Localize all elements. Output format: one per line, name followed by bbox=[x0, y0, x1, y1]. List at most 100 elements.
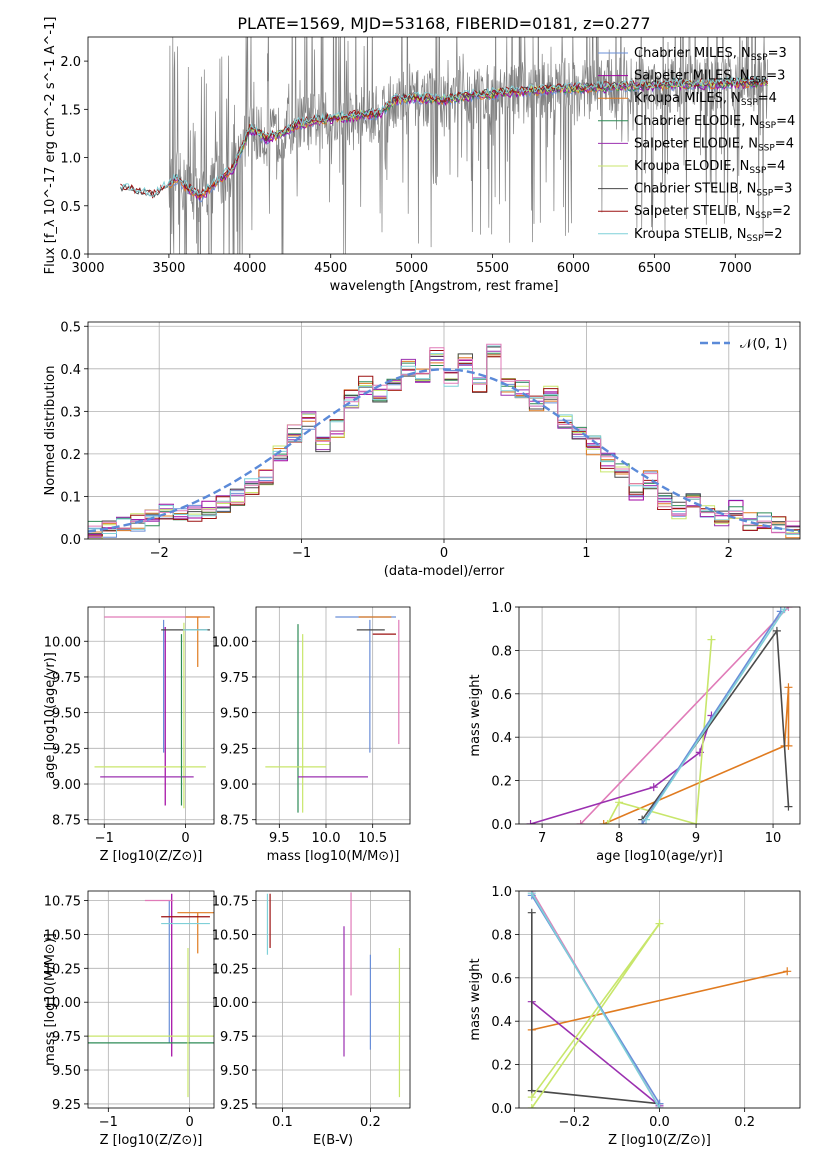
x-tick-label: 3000 bbox=[71, 261, 104, 276]
x-tick-label: 10.5 bbox=[358, 831, 387, 846]
legend-label: Chabrier MILES, NSSP=3 bbox=[634, 46, 787, 63]
weight-line bbox=[641, 610, 782, 824]
x-tick-label: 7000 bbox=[719, 261, 752, 276]
x-tick-label: −1 bbox=[99, 1115, 118, 1130]
plot-area bbox=[119, 37, 769, 254]
weight-marker bbox=[784, 683, 793, 692]
axes-frame bbox=[87, 606, 215, 825]
y-axis-label: mass [log10(M/M⊙)] bbox=[43, 933, 58, 1066]
y-tick-label: 0.0 bbox=[491, 1102, 512, 1117]
x-tick-label: −1 bbox=[95, 831, 114, 846]
y-tick-label: 9.75 bbox=[220, 1030, 249, 1045]
y-tick-label: 0.8 bbox=[491, 928, 512, 943]
y-tick-label: 9.50 bbox=[220, 1064, 249, 1079]
legend-label: Chabrier ELODIE, NSSP=4 bbox=[634, 114, 795, 131]
x-tick-label: 8 bbox=[615, 831, 623, 846]
y-tick-label: 10.50 bbox=[44, 928, 81, 943]
x-tick-label: 4500 bbox=[314, 261, 347, 276]
axes-frame bbox=[255, 890, 411, 1109]
weight-marker bbox=[772, 626, 781, 635]
x-tick-label: 2 bbox=[725, 546, 733, 561]
legend-label: 𝒩(0, 1) bbox=[740, 337, 787, 352]
y-tick-label: 10.25 bbox=[44, 962, 81, 977]
x-axis-label: Z [log10(Z/Z⊙)] bbox=[100, 1133, 203, 1148]
x-tick-label: 10.0 bbox=[312, 831, 341, 846]
y-tick-label: 0.4 bbox=[60, 363, 81, 378]
x-tick-label: 6000 bbox=[557, 261, 590, 276]
axes-frame bbox=[87, 890, 215, 1109]
axes-frame bbox=[518, 606, 801, 825]
x-tick-label: 4000 bbox=[233, 261, 266, 276]
weight-marker bbox=[780, 607, 789, 614]
weight-marker bbox=[707, 635, 716, 644]
y-tick-label: 10.00 bbox=[212, 635, 249, 650]
weight-line bbox=[530, 715, 713, 824]
weight-marker bbox=[526, 820, 535, 824]
weight-line bbox=[531, 970, 788, 1031]
y-tick-label: 0.1 bbox=[60, 490, 81, 505]
plot-area bbox=[88, 343, 800, 539]
legend-label: Kroupa ELODIE, NSSP=4 bbox=[634, 159, 785, 176]
y-axis-label: Normed distribution bbox=[43, 366, 58, 496]
y-tick-label: 0.6 bbox=[491, 972, 512, 987]
weight-marker bbox=[692, 820, 701, 824]
weight-marker bbox=[642, 815, 651, 824]
y-tick-label: 0.4 bbox=[491, 1015, 512, 1030]
residual-legend: 𝒩(0, 1) bbox=[700, 337, 787, 352]
weight-marker bbox=[783, 967, 792, 976]
legend-label: Chabrier STELIB, NSSP=3 bbox=[634, 182, 792, 199]
legend-label: Kroupa STELIB, NSSP=2 bbox=[634, 227, 783, 244]
x-tick-label: 5000 bbox=[395, 261, 428, 276]
weight-marker bbox=[576, 820, 585, 824]
weight-marker bbox=[655, 1104, 664, 1108]
y-axis-label: Flux [f_λ 10^-17 erg cm^-2 s^-1 A^-1] bbox=[43, 17, 58, 275]
x-tick-label: 6500 bbox=[638, 261, 671, 276]
legend-label: Salpeter MILES, NSSP=3 bbox=[634, 69, 785, 86]
y-axis-label: age [log10(age/yr)] bbox=[43, 652, 58, 779]
y-tick-label: 1.0 bbox=[491, 601, 512, 616]
y-tick-label: 0.4 bbox=[491, 731, 512, 746]
weight-marker bbox=[599, 820, 608, 824]
x-axis-label: mass [log10(M/M⊙)] bbox=[267, 849, 400, 864]
panels: 3000 3500 4000 4500 5000 5500 6000 6500 70000.00… bbox=[43, 17, 801, 1148]
y-tick-label: 8.75 bbox=[52, 814, 81, 829]
legend-label: Salpeter STELIB, NSSP=2 bbox=[634, 204, 791, 221]
y-tick-label: 10.75 bbox=[212, 894, 249, 909]
x-tick-label: −2 bbox=[150, 546, 169, 561]
x-axis-label: Z [log10(Z/Z⊙)] bbox=[608, 1133, 711, 1148]
x-tick-label: 0.2 bbox=[360, 1115, 381, 1130]
weight-marker bbox=[527, 891, 536, 898]
histogram-pink bbox=[88, 343, 800, 539]
plot-area bbox=[265, 616, 400, 813]
legend-label: Salpeter ELODIE, NSSP=4 bbox=[634, 136, 794, 153]
weight-marker bbox=[784, 802, 793, 811]
x-tick-label: 7 bbox=[538, 831, 546, 846]
y-tick-label: 10.75 bbox=[44, 894, 81, 909]
panel-mass_vs_ebv: 0.1 0.2 9.25 9.50 9.75 10.00 10.25 10.50 10.75 E(… bbox=[212, 890, 411, 1148]
x-axis-label: age [log10(age/yr)] bbox=[596, 849, 723, 864]
weight-marker bbox=[615, 798, 624, 807]
axes-frame bbox=[87, 321, 801, 540]
weight-marker bbox=[527, 1093, 536, 1102]
x-tick-label: 0 bbox=[181, 831, 189, 846]
x-tick-label: 0.2 bbox=[734, 1115, 755, 1130]
y-tick-label: 1.0 bbox=[491, 885, 512, 900]
y-tick-label: 10.00 bbox=[44, 996, 81, 1011]
panel-age_vs_mass: 9.5 10.0 10.5 8.75 9.00 9.25 9.50 9.75 10.00 mass… bbox=[212, 606, 411, 864]
panel-residuals: −2 −1 0 1 2 0.0 0.1 0.2 0.3 0.4 0.5 (data-model)/er… bbox=[43, 320, 801, 579]
x-tick-label: 10 bbox=[765, 831, 782, 846]
y-tick-label: 0.6 bbox=[491, 688, 512, 703]
x-axis-label: wavelength [Angstrom, rest frame] bbox=[330, 279, 559, 294]
axes-frame bbox=[87, 36, 801, 255]
y-tick-label: 2.0 bbox=[60, 55, 81, 70]
y-tick-label: 10.50 bbox=[212, 928, 249, 943]
weight-line bbox=[645, 608, 786, 821]
x-tick-label: 9 bbox=[692, 831, 700, 846]
y-tick-label: 0.0 bbox=[491, 818, 512, 833]
spectrum-legend: Chabrier MILES, NSSP=3 Salpeter MILES, NS… bbox=[598, 46, 795, 244]
panel-spectrum: 3000 3500 4000 4500 5000 5500 6000 6500 7000 0.0 0… bbox=[43, 17, 801, 294]
weight-marker bbox=[527, 908, 536, 917]
plot-area bbox=[88, 893, 214, 1098]
plot-area bbox=[266, 892, 401, 1098]
weight-marker bbox=[649, 783, 658, 792]
